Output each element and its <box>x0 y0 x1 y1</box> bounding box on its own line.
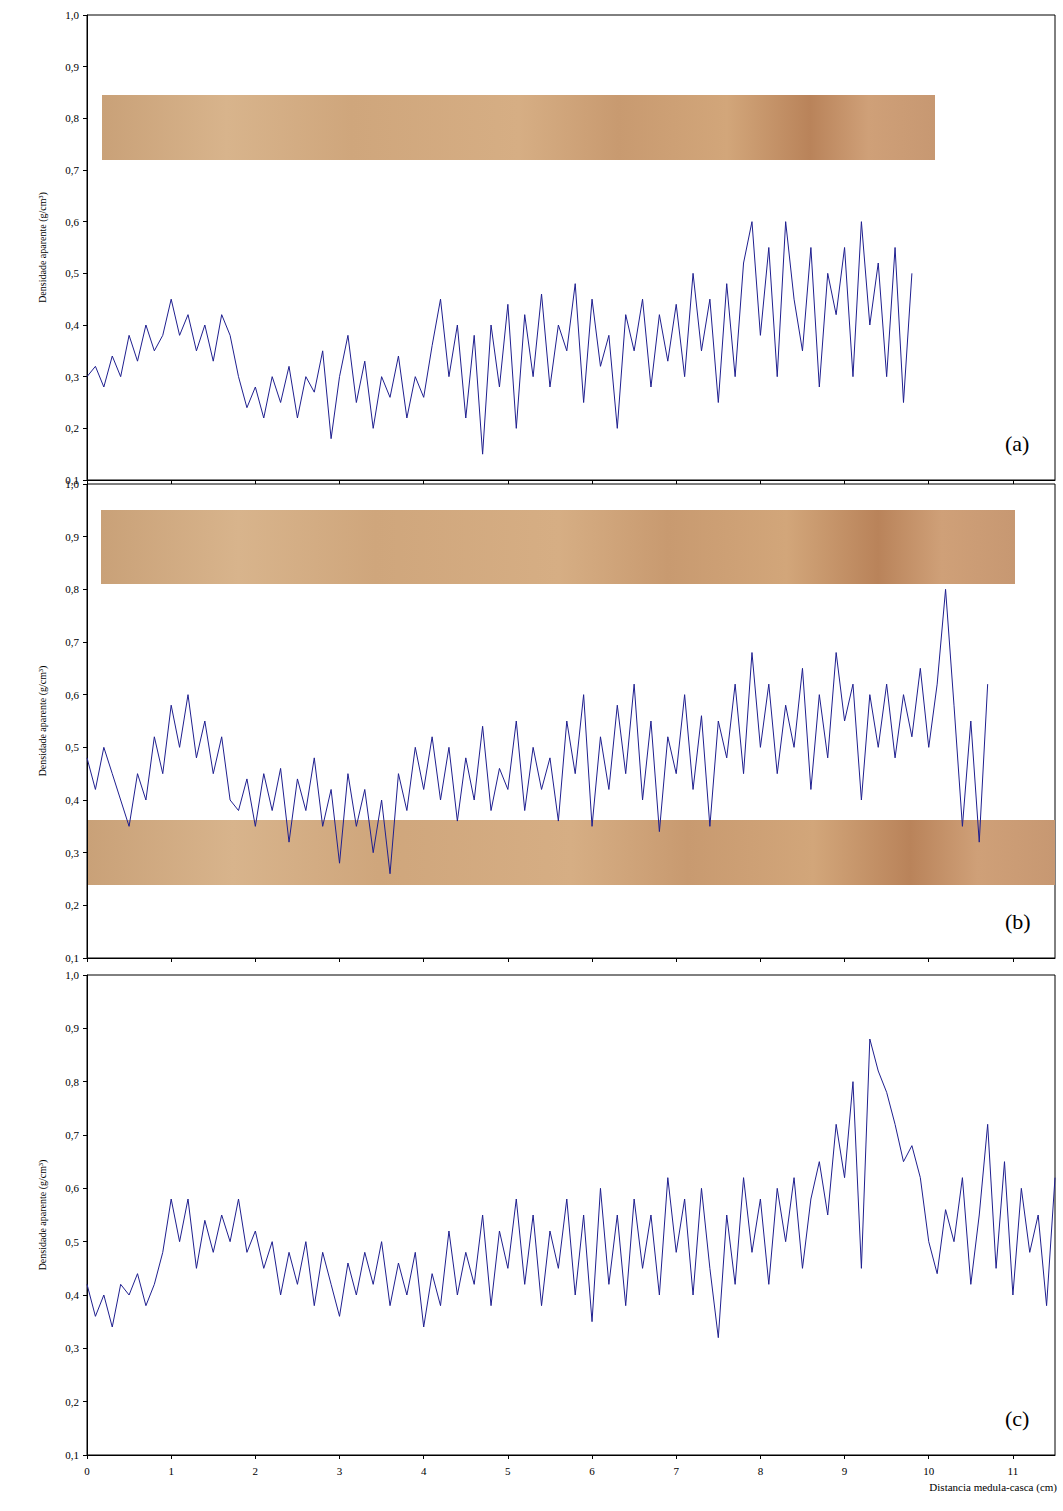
svg-text:4: 4 <box>421 1465 427 1477</box>
svg-text:0,2: 0,2 <box>65 899 79 911</box>
svg-text:0,7: 0,7 <box>65 164 79 176</box>
svg-text:5: 5 <box>505 1465 511 1477</box>
svg-text:0,5: 0,5 <box>65 741 79 753</box>
svg-text:Densidade aparente (g/cm³): Densidade aparente (g/cm³) <box>37 1160 49 1271</box>
svg-text:Distancia medula-casca (cm): Distancia medula-casca (cm) <box>929 1481 1057 1494</box>
svg-text:(a): (a) <box>1005 431 1029 456</box>
svg-text:0: 0 <box>84 1465 90 1477</box>
svg-text:0,2: 0,2 <box>65 1396 79 1408</box>
svg-text:0,1: 0,1 <box>65 952 79 964</box>
svg-text:0,4: 0,4 <box>65 319 79 331</box>
svg-text:0,8: 0,8 <box>65 583 79 595</box>
svg-text:1,0: 1,0 <box>65 478 79 490</box>
svg-text:Densidade aparente (g/cm³): Densidade aparente (g/cm³) <box>37 192 49 303</box>
svg-text:11: 11 <box>1008 1465 1019 1477</box>
svg-text:0,6: 0,6 <box>65 1182 79 1194</box>
svg-text:1,0: 1,0 <box>65 969 79 981</box>
svg-text:0,8: 0,8 <box>65 112 79 124</box>
svg-text:0,6: 0,6 <box>65 216 79 228</box>
svg-text:0,1: 0,1 <box>65 1449 79 1461</box>
svg-text:0,4: 0,4 <box>65 794 79 806</box>
svg-text:0,2: 0,2 <box>65 422 79 434</box>
svg-text:0,7: 0,7 <box>65 636 79 648</box>
svg-text:8: 8 <box>758 1465 764 1477</box>
svg-text:0,6: 0,6 <box>65 689 79 701</box>
svg-text:0,3: 0,3 <box>65 847 79 859</box>
svg-text:2: 2 <box>253 1465 258 1477</box>
svg-text:0,9: 0,9 <box>65 61 79 73</box>
svg-text:10: 10 <box>923 1465 935 1477</box>
svg-text:0,4: 0,4 <box>65 1289 79 1301</box>
svg-text:0,5: 0,5 <box>65 267 79 279</box>
svg-text:0,7: 0,7 <box>65 1129 79 1141</box>
svg-text:0,9: 0,9 <box>65 1022 79 1034</box>
svg-text:3: 3 <box>337 1465 343 1477</box>
svg-text:1,0: 1,0 <box>65 9 79 21</box>
svg-text:0,8: 0,8 <box>65 1076 79 1088</box>
svg-text:Densidade aparente (g/cm³): Densidade aparente (g/cm³) <box>37 666 49 777</box>
svg-text:1: 1 <box>168 1465 174 1477</box>
svg-text:0,9: 0,9 <box>65 531 79 543</box>
svg-text:(c): (c) <box>1005 1406 1029 1431</box>
svg-text:0,5: 0,5 <box>65 1236 79 1248</box>
svg-text:0,3: 0,3 <box>65 371 79 383</box>
svg-text:0,3: 0,3 <box>65 1342 79 1354</box>
svg-text:7: 7 <box>673 1465 679 1477</box>
svg-text:9: 9 <box>842 1465 848 1477</box>
svg-text:(b): (b) <box>1005 909 1031 934</box>
svg-text:6: 6 <box>589 1465 595 1477</box>
